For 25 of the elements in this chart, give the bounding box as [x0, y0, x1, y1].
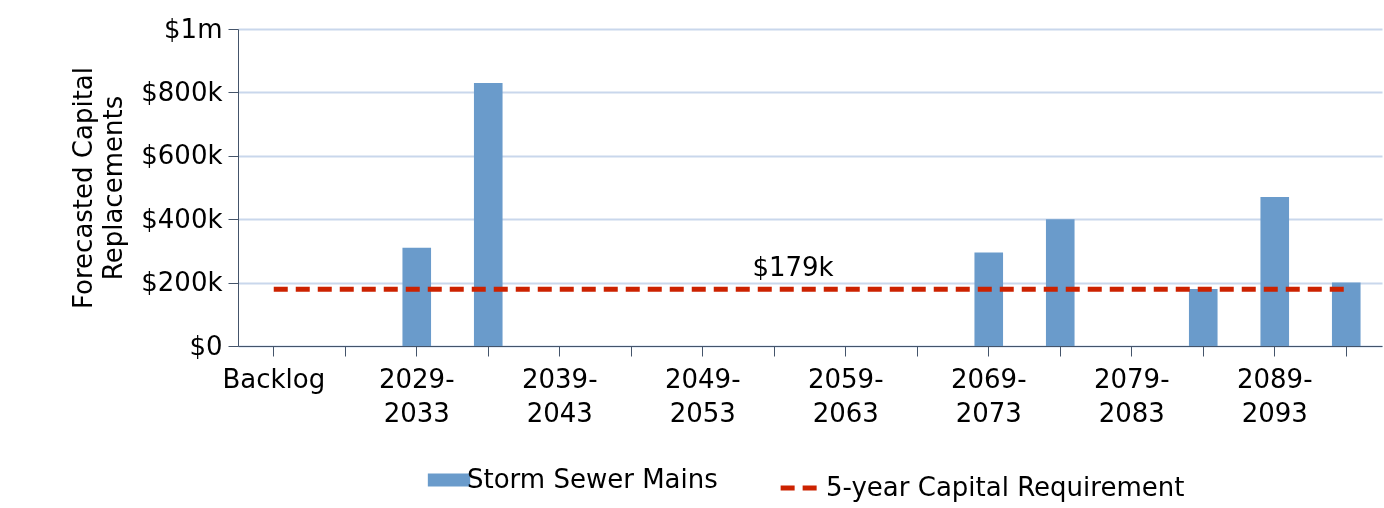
legend-label: 5-year Capital Requirement — [826, 472, 1185, 502]
x-tick-label: 2039-2043 — [521, 363, 598, 428]
bar — [974, 252, 1004, 346]
bar — [473, 82, 503, 346]
annotation: $179k — [752, 252, 834, 283]
bar — [402, 247, 432, 346]
legend-label: Storm Sewer Mains — [467, 464, 718, 494]
y-tick-label: $600k — [141, 140, 223, 171]
y-tick-label: $800k — [141, 76, 223, 107]
x-tick-label: 2029-2033 — [378, 363, 455, 428]
bar — [1331, 282, 1361, 346]
bar — [1045, 219, 1075, 346]
x-tick-label: 2049-2053 — [664, 363, 741, 428]
y-tick-label: $0 — [189, 330, 223, 361]
x-tick-label: 2069-2073 — [950, 363, 1027, 428]
y-axis-title: Forecasted Capital Replacements — [68, 67, 129, 309]
y-tick-label: $200k — [141, 267, 223, 298]
y-tick-label: $1m — [164, 13, 223, 44]
x-tick-label: 2089-2093 — [1236, 363, 1313, 428]
bar — [1260, 197, 1290, 346]
x-tick-label: 2079-2083 — [1093, 363, 1170, 428]
x-tick-label: 2059-2063 — [807, 363, 884, 428]
bar — [1188, 288, 1218, 346]
y-tick-label: $400k — [141, 203, 223, 234]
x-tick-label: Backlog — [222, 363, 326, 394]
